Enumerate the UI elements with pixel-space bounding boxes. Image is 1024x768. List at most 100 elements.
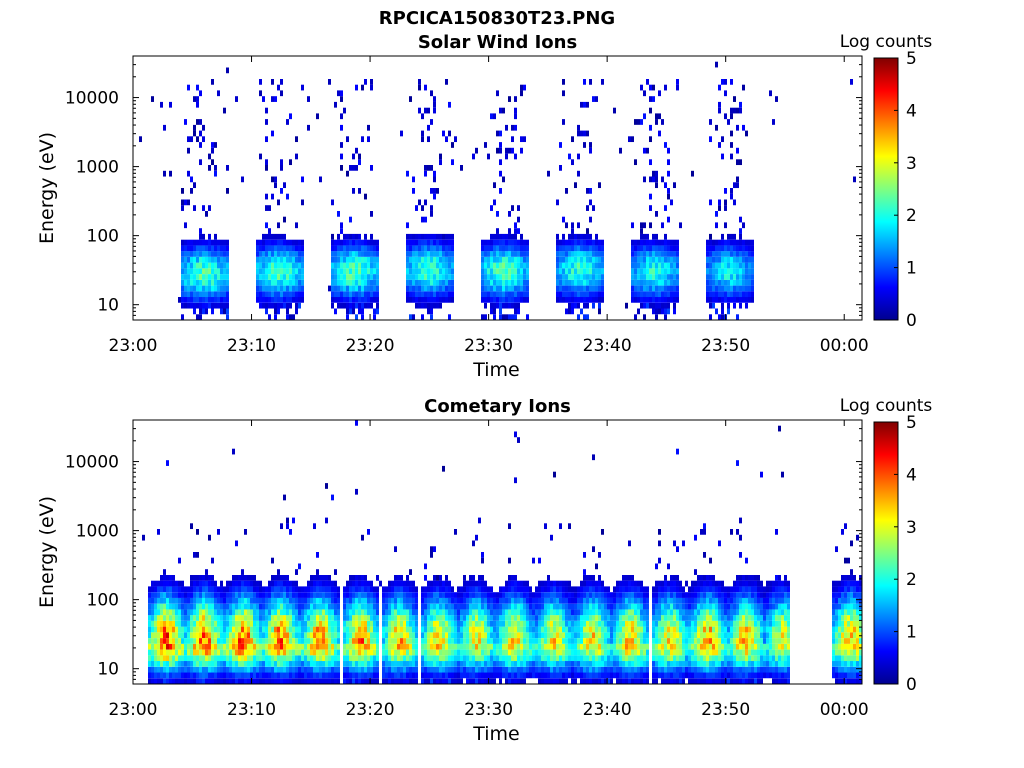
heatmap-cell bbox=[529, 586, 532, 593]
heatmap-cell bbox=[463, 586, 466, 593]
heatmap-cell bbox=[289, 592, 292, 598]
heatmap-cell bbox=[649, 176, 652, 183]
heatmap-cell bbox=[571, 302, 574, 309]
heatmap-cell bbox=[241, 586, 244, 593]
heatmap-cell bbox=[175, 672, 178, 679]
heatmap-cell bbox=[499, 170, 502, 177]
heatmap-cell bbox=[337, 233, 340, 240]
heatmap-cell bbox=[148, 615, 151, 621]
heatmap-cell bbox=[541, 603, 544, 610]
heatmap-cell bbox=[160, 597, 163, 604]
heatmap-cell bbox=[601, 678, 604, 685]
heatmap-cell bbox=[301, 626, 304, 633]
heatmap-cell bbox=[643, 268, 646, 275]
heatmap-cell bbox=[520, 620, 523, 627]
heatmap-cell bbox=[313, 597, 316, 604]
heatmap-cell bbox=[190, 136, 193, 143]
heatmap-cell bbox=[676, 274, 679, 280]
heatmap-cell bbox=[415, 609, 418, 616]
heatmap-cell bbox=[670, 268, 673, 275]
heatmap-cell bbox=[346, 170, 349, 177]
heatmap-cell bbox=[484, 291, 487, 298]
heatmap-cell bbox=[391, 672, 394, 679]
heatmap-cell bbox=[343, 245, 346, 252]
heatmap-cell bbox=[556, 245, 559, 252]
heatmap-cell bbox=[652, 96, 655, 102]
heatmap-cell bbox=[673, 274, 676, 280]
heatmap-cell bbox=[289, 314, 292, 321]
heatmap-cell bbox=[322, 643, 325, 650]
heatmap-cell bbox=[211, 586, 214, 593]
heatmap-cell bbox=[193, 297, 196, 303]
heatmap-cell bbox=[481, 592, 484, 598]
heatmap-cell bbox=[361, 262, 364, 269]
heatmap-cell bbox=[595, 245, 598, 252]
heatmap-cell bbox=[481, 655, 484, 662]
heatmap-cell bbox=[199, 649, 202, 656]
heatmap-cell bbox=[490, 678, 493, 685]
heatmap-cell bbox=[220, 297, 223, 303]
heatmap-cell bbox=[643, 176, 646, 183]
heatmap-cell bbox=[286, 615, 289, 621]
heatmap-cell bbox=[412, 672, 415, 679]
heatmap-cell bbox=[148, 609, 151, 616]
heatmap-cell bbox=[373, 626, 376, 633]
heatmap-cell bbox=[184, 251, 187, 257]
heatmap-cell bbox=[541, 638, 544, 644]
heatmap-cell bbox=[490, 256, 493, 263]
heatmap-cell bbox=[658, 113, 661, 120]
heatmap-cell bbox=[421, 136, 424, 143]
heatmap-cell bbox=[262, 251, 265, 257]
heatmap-cell bbox=[367, 655, 370, 662]
heatmap-cell bbox=[730, 142, 733, 148]
heatmap-cell bbox=[289, 649, 292, 656]
heatmap-cell bbox=[283, 239, 286, 246]
heatmap-cell bbox=[433, 626, 436, 633]
heatmap-cell bbox=[427, 274, 430, 280]
heatmap-cell bbox=[202, 678, 205, 685]
heatmap-cell bbox=[208, 297, 211, 303]
heatmap-cell bbox=[751, 239, 754, 246]
heatmap-cell bbox=[490, 285, 493, 292]
heatmap-cell bbox=[514, 620, 517, 627]
heatmap-cell bbox=[586, 297, 589, 303]
heatmap-cell bbox=[445, 626, 448, 633]
y-tick-label: 10000 bbox=[65, 89, 119, 109]
heatmap-cell bbox=[745, 297, 748, 303]
heatmap-cell bbox=[493, 199, 496, 206]
heatmap-cell bbox=[241, 620, 244, 627]
heatmap-cell bbox=[589, 216, 592, 223]
heatmap-cell bbox=[574, 666, 577, 673]
heatmap-cell bbox=[505, 678, 508, 685]
heatmap-cell bbox=[277, 638, 280, 644]
heatmap-cell bbox=[226, 285, 229, 292]
heatmap-cell bbox=[271, 268, 274, 275]
heatmap-cell bbox=[265, 107, 268, 114]
heatmap-cell bbox=[709, 119, 712, 125]
heatmap-cell bbox=[289, 580, 292, 587]
heatmap-cell bbox=[667, 308, 670, 315]
heatmap-cell bbox=[730, 153, 733, 160]
heatmap-cell bbox=[226, 256, 229, 263]
heatmap-cell bbox=[220, 291, 223, 298]
heatmap-cell bbox=[496, 655, 499, 662]
heatmap-cell bbox=[421, 649, 424, 656]
heatmap-cell bbox=[151, 597, 154, 604]
heatmap-cell bbox=[643, 274, 646, 280]
heatmap-cell bbox=[511, 285, 514, 292]
heatmap-cell bbox=[301, 274, 304, 280]
heatmap-cell bbox=[187, 274, 190, 280]
heatmap-cell bbox=[256, 586, 259, 593]
heatmap-cell bbox=[271, 262, 274, 269]
heatmap-cell bbox=[286, 285, 289, 292]
heatmap-cell bbox=[310, 597, 313, 604]
heatmap-cell bbox=[601, 603, 604, 610]
heatmap-cell bbox=[208, 205, 211, 211]
heatmap-cell bbox=[610, 643, 613, 650]
heatmap-cell bbox=[583, 615, 586, 621]
heatmap-cell bbox=[337, 245, 340, 252]
heatmap-cell bbox=[499, 274, 502, 280]
heatmap-cell bbox=[433, 672, 436, 679]
heatmap-cell bbox=[358, 580, 361, 587]
heatmap-cell bbox=[595, 643, 598, 650]
